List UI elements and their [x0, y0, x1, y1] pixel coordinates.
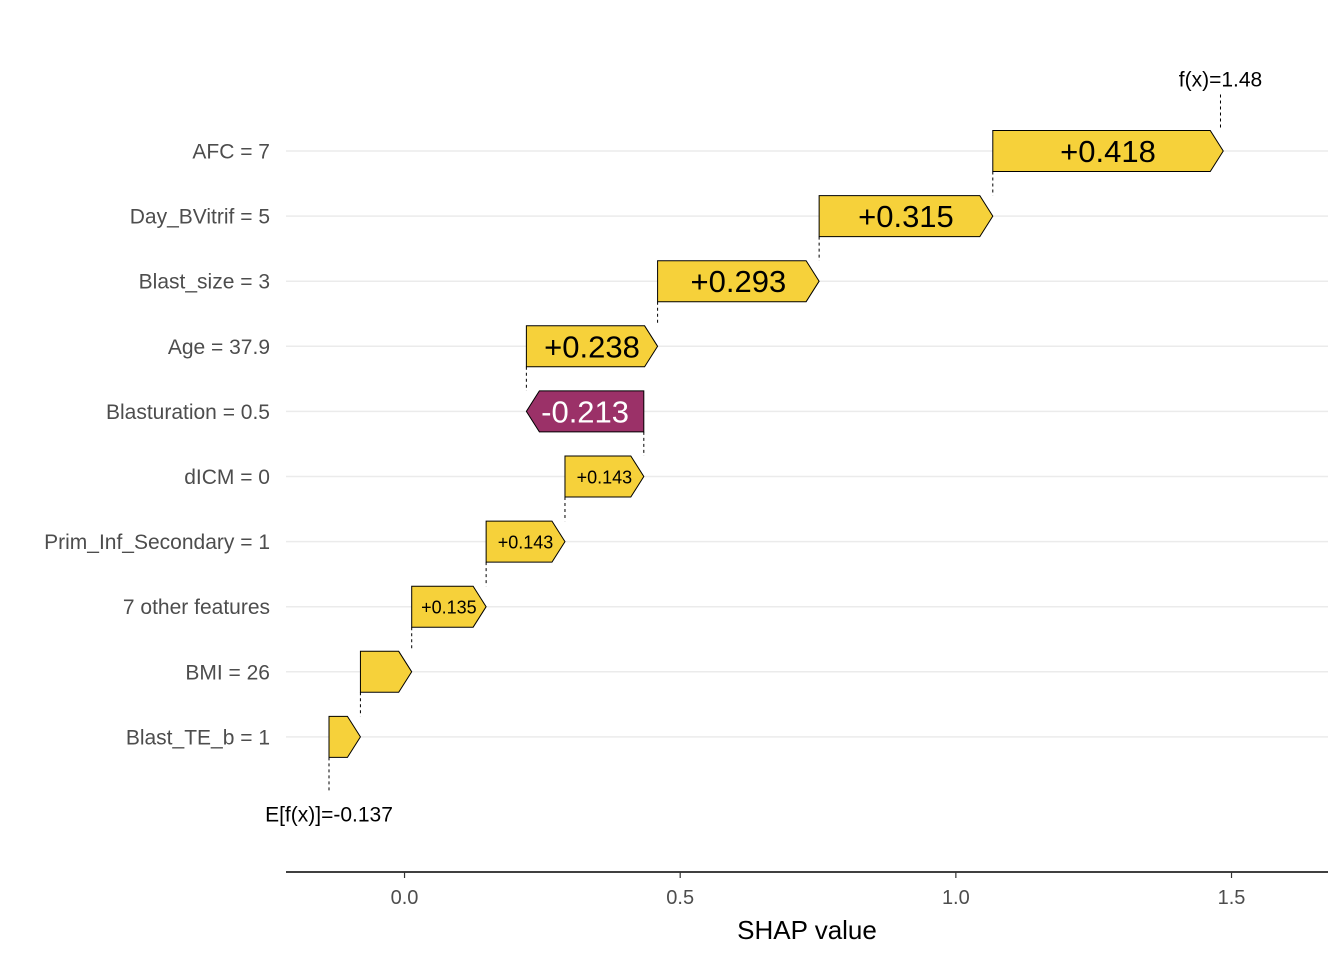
negative-bar [525, 390, 645, 433]
bar-value-label: +0.315 [858, 199, 954, 234]
feature-label: Blast_size = 3 [139, 271, 270, 294]
positive-bar [485, 520, 566, 563]
feature-label: Age = 37.9 [168, 336, 270, 359]
x-tick-label: 1.0 [942, 887, 970, 909]
bar-value-label: -0.213 [541, 394, 629, 429]
feature-label: BMI = 26 [185, 661, 270, 684]
feature-label: Blasturation = 0.5 [106, 401, 270, 424]
bar-value-label: +0.143 [577, 468, 633, 488]
base-value-label: E[f(x)]=-0.137 [265, 803, 393, 826]
bar-value-label: +0.135 [421, 598, 477, 618]
x-axis-title: SHAP value [737, 915, 877, 945]
positive-bar [525, 325, 659, 368]
gridlines [286, 150, 1328, 738]
feature-label: Day_BVitrif = 5 [130, 206, 270, 229]
final-value-label: f(x)=1.48 [1179, 69, 1262, 92]
positive-bar [992, 130, 1224, 172]
positive-bar [818, 195, 994, 238]
bars: +0.418 +0.315 +0.293 +0.238 -0.213 +0.143 +0.1… [328, 130, 1224, 758]
bar-value-label: +0.418 [1060, 134, 1156, 169]
connectors [328, 94, 1221, 794]
feature-label: dICM = 0 [184, 466, 270, 489]
positive-bar [411, 585, 487, 628]
bar-value-label: +0.238 [544, 329, 640, 364]
bar-value-label: +0.143 [498, 533, 554, 553]
positive-bar [359, 650, 413, 693]
feature-label: 7 other features [123, 596, 270, 619]
feature-label: Prim_Inf_Secondary = 1 [44, 531, 270, 554]
positive-bar [657, 260, 820, 303]
positive-bar [564, 455, 645, 498]
feature-label: AFC = 7 [192, 141, 270, 164]
feature-label: Blast_TE_b = 1 [126, 726, 270, 749]
bar-value-label: +0.293 [691, 264, 787, 299]
x-axis: 0.0 0.5 1.0 1.5 [286, 871, 1328, 909]
feature-labels: AFC = 7 Day_BVitrif = 5 Blast_size = 3 Age … [44, 141, 270, 750]
positive-bar [328, 715, 362, 758]
x-tick-label: 0.5 [666, 887, 694, 909]
x-tick-label: 1.5 [1218, 887, 1246, 909]
x-tick-label: 0.0 [391, 887, 419, 909]
